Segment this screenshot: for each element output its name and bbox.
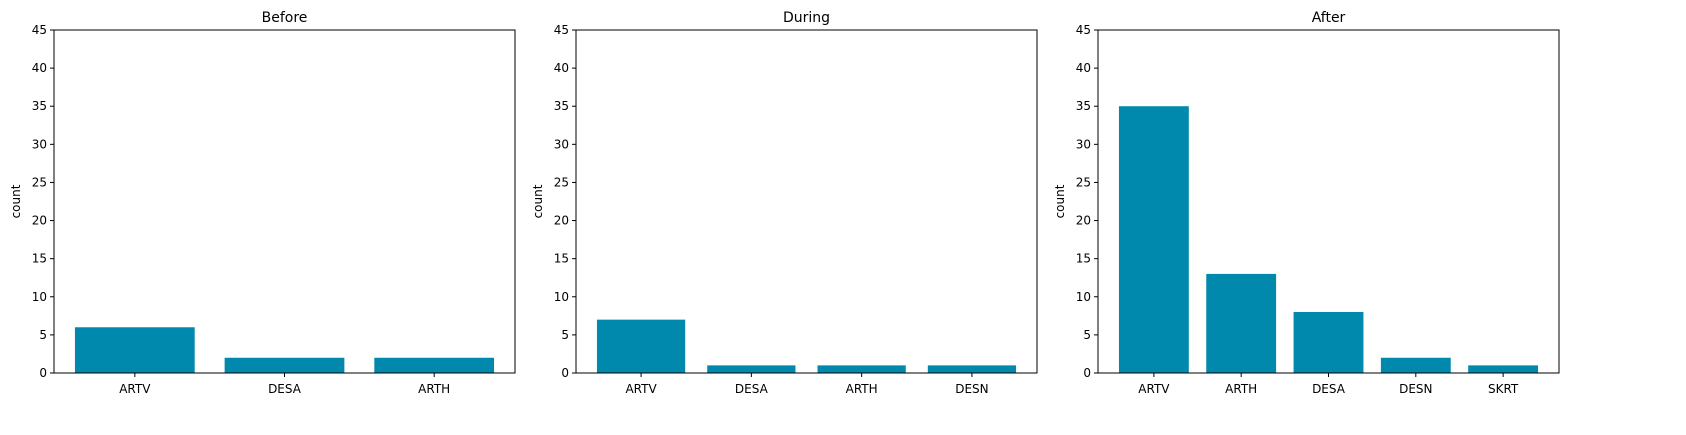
y-tick-label: 15 (32, 252, 47, 266)
y-tick-label: 35 (1076, 99, 1091, 113)
axes-frame (575, 29, 1038, 374)
bar-artv (1118, 106, 1189, 373)
chart-during: 0 5 10 15 20 25 30 35 40 45 ARTV DESA ARTH DESN count D… (531, 10, 1038, 396)
y-tick-label: 20 (32, 214, 47, 228)
bar-desa (707, 365, 796, 373)
x-tick-label: ARTH (418, 382, 450, 396)
y-tick-label: 15 (554, 252, 569, 266)
y-tick-label: 30 (554, 137, 569, 151)
y-tick-label: 0 (1083, 366, 1091, 380)
y-tick-label: 10 (32, 290, 47, 304)
chart-before: 0 5 10 15 20 25 30 35 40 45 ARTV DESA ARTH count Befor… (9, 10, 516, 396)
x-tick-label: DESA (1312, 382, 1346, 396)
y-tick-label: 0 (561, 366, 569, 380)
x-tick-label: ARTH (846, 382, 878, 396)
y-tick-label: 40 (32, 61, 47, 75)
bar-desa (1293, 312, 1364, 373)
bar-arth (817, 365, 906, 373)
y-tick-label: 10 (554, 290, 569, 304)
y-tick-label: 30 (32, 137, 47, 151)
bar-skrt (1468, 365, 1539, 373)
y-axis-label: count (531, 184, 545, 218)
x-tick-label: DESN (955, 382, 988, 396)
y-axis-label: count (9, 184, 23, 218)
y-tick-label: 30 (1076, 137, 1091, 151)
chart-title: Before (262, 10, 308, 26)
x-tick-label: DESA (735, 382, 769, 396)
y-tick-label: 15 (1076, 252, 1091, 266)
y-tick-label: 25 (554, 175, 569, 189)
y-tick-label: 5 (39, 328, 47, 342)
x-tick-label: ARTH (1225, 382, 1257, 396)
x-tick-label: ARTV (625, 382, 657, 396)
y-tick-label: 45 (554, 23, 569, 37)
bar-arth (374, 357, 495, 373)
y-axis-label: count (1053, 184, 1067, 218)
x-tick-label: ARTV (1138, 382, 1170, 396)
y-tick-label: 45 (1076, 23, 1091, 37)
y-tick-label: 40 (1076, 61, 1091, 75)
x-tick-label: DESA (268, 382, 302, 396)
bar-desn (927, 365, 1017, 373)
y-tick-label: 10 (1076, 290, 1091, 304)
y-tick-label: 20 (1076, 214, 1091, 228)
y-tick-label: 5 (561, 328, 569, 342)
bar-artv (74, 327, 195, 373)
y-tick-label: 35 (554, 99, 569, 113)
y-tick-label: 25 (32, 175, 47, 189)
bar-desn (1380, 357, 1451, 373)
y-tick-label: 25 (1076, 175, 1091, 189)
bar-artv (596, 319, 686, 373)
chart-title: After (1312, 10, 1346, 26)
chart-title: During (783, 10, 830, 26)
y-tick-label: 0 (39, 366, 47, 380)
y-tick-label: 45 (32, 23, 47, 37)
y-tick-label: 40 (554, 61, 569, 75)
axes-frame (53, 29, 516, 374)
bar-desa (224, 357, 345, 373)
y-tick-label: 35 (32, 99, 47, 113)
y-tick-label: 5 (1083, 328, 1091, 342)
chart-after: 0 5 10 15 20 25 30 35 40 45 ARTV ARTH DESA DESN SKRT co… (1053, 10, 1560, 396)
x-tick-label: DESN (1399, 382, 1432, 396)
x-tick-label: ARTV (119, 382, 151, 396)
y-tick-label: 20 (554, 214, 569, 228)
bar-arth (1206, 273, 1277, 373)
x-tick-label: SKRT (1488, 382, 1519, 396)
